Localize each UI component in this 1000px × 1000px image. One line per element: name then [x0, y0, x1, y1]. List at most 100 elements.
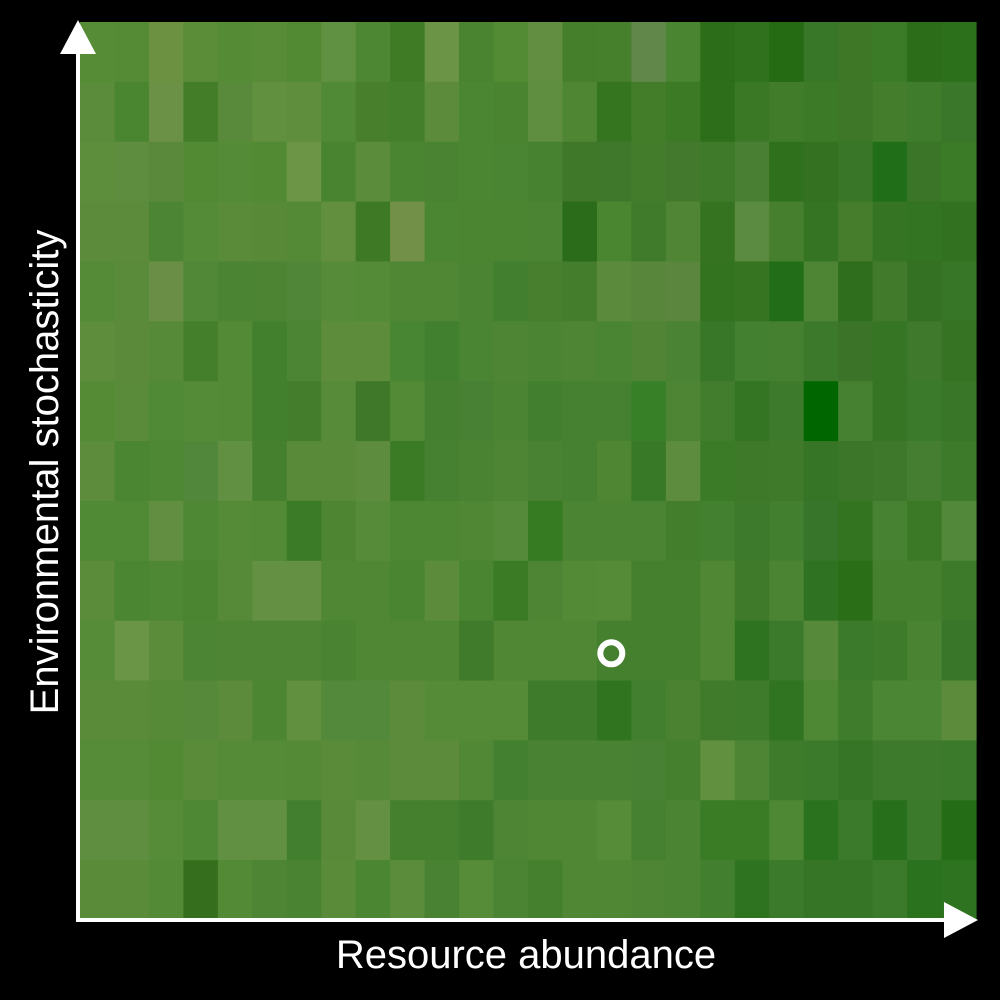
- heatmap-cell: [390, 500, 426, 562]
- heatmap-cell: [390, 680, 426, 741]
- heatmap-cell: [907, 261, 943, 322]
- heatmap-cell: [803, 441, 839, 502]
- heatmap-cell: [596, 321, 632, 382]
- heatmap-cell: [252, 860, 288, 921]
- heatmap-cell: [769, 800, 805, 861]
- heatmap-cell: [528, 22, 564, 83]
- heatmap-cell: [907, 81, 943, 143]
- heatmap-cell: [321, 261, 357, 322]
- heatmap-cell: [459, 500, 495, 562]
- heatmap-cell: [665, 740, 701, 801]
- heatmap-cell: [769, 560, 805, 622]
- heatmap-cell: [734, 81, 770, 143]
- heatmap-cell: [286, 560, 322, 622]
- heatmap-cell: [528, 81, 564, 143]
- heatmap-cell: [183, 81, 219, 143]
- heatmap-cell: [424, 860, 460, 921]
- heatmap-cell: [838, 381, 874, 442]
- heatmap-cell: [459, 560, 495, 622]
- heatmap-cell: [562, 800, 598, 861]
- heatmap-cell: [355, 22, 391, 83]
- heatmap-cell: [700, 22, 736, 83]
- heatmap-cell: [321, 321, 357, 382]
- heatmap-cell: [321, 381, 357, 442]
- heatmap-cell: [80, 81, 116, 143]
- heatmap-cell: [286, 381, 322, 442]
- heatmap-cell: [907, 381, 943, 442]
- heatmap-cell: [321, 620, 357, 682]
- heatmap-cell: [148, 261, 184, 322]
- heatmap-cell: [596, 381, 632, 442]
- heatmap-cell: [424, 560, 460, 622]
- heatmap-cell: [734, 560, 770, 622]
- heatmap-cell: [562, 381, 598, 442]
- heatmap-cell: [114, 560, 150, 622]
- heatmap-cell: [148, 81, 184, 143]
- heatmap-cell: [700, 201, 736, 263]
- heatmap-cell: [941, 81, 977, 143]
- heatmap-cell: [80, 321, 116, 382]
- heatmap-cell: [665, 22, 701, 83]
- heatmap-cell: [941, 141, 977, 203]
- heatmap-cell: [424, 141, 460, 203]
- heatmap-cell: [528, 441, 564, 502]
- heatmap-cell: [562, 201, 598, 263]
- heatmap-cell: [390, 740, 426, 801]
- heatmap-cell: [493, 680, 529, 741]
- heatmap-cell: [217, 201, 253, 263]
- heatmap-cell: [424, 261, 460, 322]
- heatmap-cell: [252, 381, 288, 442]
- heatmap-cell: [769, 321, 805, 382]
- heatmap-cell: [355, 620, 391, 682]
- heatmap-cell: [459, 740, 495, 801]
- heatmap-cell: [562, 560, 598, 622]
- heatmap-cell: [286, 441, 322, 502]
- heatmap-cell: [838, 680, 874, 741]
- heatmap-cell: [872, 740, 908, 801]
- heatmap-cell: [734, 441, 770, 502]
- heatmap-cell: [252, 560, 288, 622]
- heatmap-cell: [493, 620, 529, 682]
- heatmap-cell: [321, 500, 357, 562]
- heatmap-cell: [631, 201, 667, 263]
- heatmap-cell: [355, 261, 391, 322]
- heatmap-cell: [907, 22, 943, 83]
- heatmap-cell: [217, 141, 253, 203]
- heatmap-cell: [424, 800, 460, 861]
- heatmap-cell: [80, 201, 116, 263]
- heatmap-cell: [286, 620, 322, 682]
- heatmap-cell: [665, 560, 701, 622]
- heatmap-cell: [838, 800, 874, 861]
- heatmap-cell: [80, 620, 116, 682]
- heatmap-cell: [459, 141, 495, 203]
- heatmap-cell: [631, 441, 667, 502]
- heatmap-cell: [734, 740, 770, 801]
- heatmap-cell: [286, 860, 322, 921]
- heatmap-cell: [80, 141, 116, 203]
- heatmap-cell: [148, 800, 184, 861]
- heatmap-cell: [700, 680, 736, 741]
- heatmap-cell: [148, 201, 184, 263]
- heatmap-cell: [148, 441, 184, 502]
- heatmap-cell: [355, 740, 391, 801]
- heatmap-cell: [769, 860, 805, 921]
- heatmap-cell: [459, 800, 495, 861]
- heatmap-cell: [769, 141, 805, 203]
- heatmap-cell: [941, 22, 977, 83]
- heatmap-cell: [80, 500, 116, 562]
- heatmap-cell: [734, 261, 770, 322]
- heatmap-cell: [769, 381, 805, 442]
- heatmap-cell: [252, 620, 288, 682]
- heatmap-cell: [838, 560, 874, 622]
- heatmap-cell: [424, 441, 460, 502]
- heatmap-cell: [80, 740, 116, 801]
- heatmap-cell: [700, 560, 736, 622]
- heatmap-cell: [114, 620, 150, 682]
- heatmap-cell: [803, 860, 839, 921]
- heatmap-cell: [355, 500, 391, 562]
- heatmap-cell: [114, 500, 150, 562]
- heatmap-cell: [183, 141, 219, 203]
- heatmap-cell: [493, 261, 529, 322]
- heatmap-cell: [700, 441, 736, 502]
